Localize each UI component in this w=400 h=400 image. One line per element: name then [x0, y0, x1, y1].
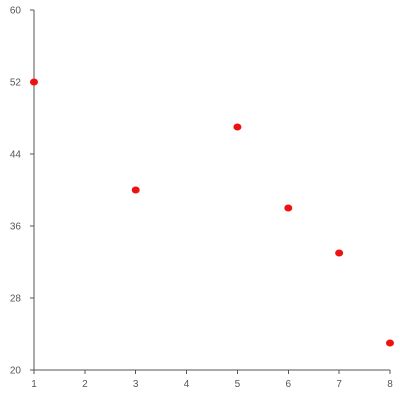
data-point [386, 339, 394, 347]
x-tick-label: 8 [387, 379, 393, 390]
y-tick-label: 20 [10, 366, 22, 377]
data-point [335, 249, 344, 257]
y-tick-label: 60 [10, 6, 22, 17]
data-point [284, 204, 293, 212]
data-point [131, 186, 140, 194]
y-tick-label: 52 [10, 78, 22, 89]
y-axis-ticks: 20 28 36 44 52 60 [10, 6, 34, 377]
x-tick-label: 3 [133, 379, 139, 390]
data-point [30, 78, 38, 86]
y-tick-label: 36 [10, 222, 22, 233]
x-axis-ticks: 1 2 3 4 5 6 7 8 [31, 370, 393, 390]
x-tick-label: 7 [336, 379, 342, 390]
x-tick-label: 5 [235, 379, 241, 390]
x-tick-label: 4 [184, 379, 190, 390]
x-tick-label: 1 [31, 379, 37, 390]
x-tick-label: 2 [82, 379, 88, 390]
x-tick-label: 6 [286, 379, 292, 390]
y-tick-label: 28 [10, 294, 22, 305]
data-point [233, 123, 242, 131]
data-points [30, 78, 394, 347]
y-tick-label: 44 [10, 150, 22, 161]
